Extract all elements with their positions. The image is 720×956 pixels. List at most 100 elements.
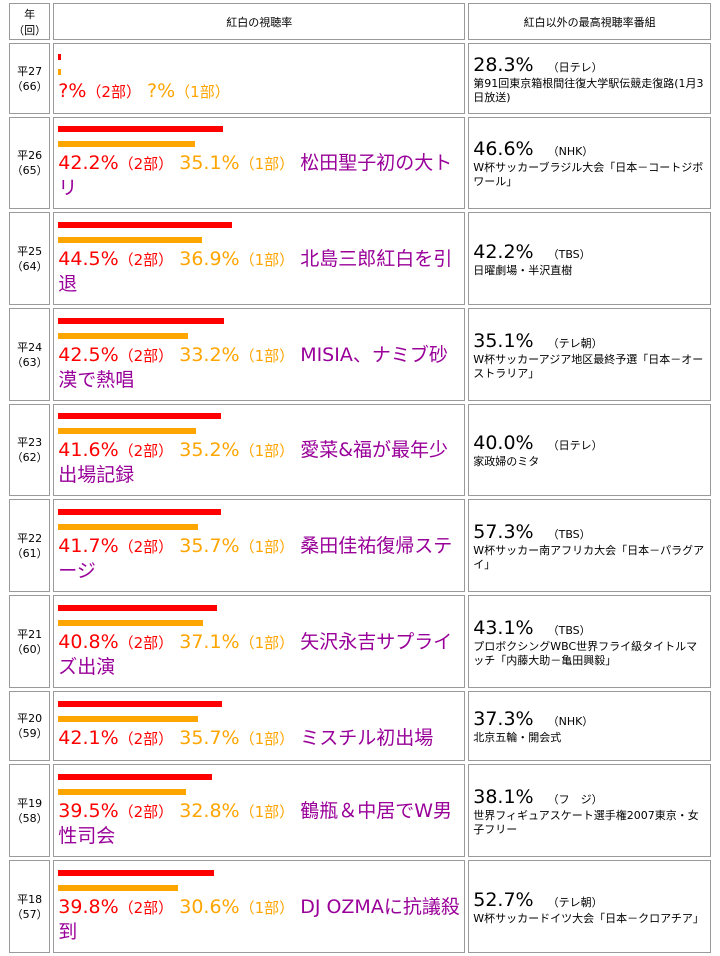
year-label: 平22 xyxy=(17,531,43,545)
other-program: 世界フィギュアスケート選手権2007東京・女子フリー xyxy=(473,808,699,836)
kohaku-note: 桑田佳祐復帰ステージ xyxy=(58,534,453,582)
kohaku-note: 北島三郎紅白を引退 xyxy=(58,247,453,295)
part2-rate: 42.1% xyxy=(58,727,119,749)
other-program: W杯サッカーアジア地区最終予選「日本－オーストラリア」 xyxy=(473,352,704,380)
other-rate: 46.6% xyxy=(473,138,534,160)
part2-label: （2部） xyxy=(118,730,174,748)
edition-label: （57） xyxy=(11,907,48,921)
year-label: 平20 xyxy=(17,712,43,725)
kohaku-cell: ?%（2部） ?%（1部） xyxy=(53,43,466,114)
part2-rate: 39.8% xyxy=(58,895,119,918)
other-program-cell: 46.6% （NHK） W杯サッカーブラジル大会「日本－コートジボワール」 xyxy=(468,117,711,209)
table-row: 平24 （63） 42.5%（2部） 33.2%（1部） MISIA、ナミブ砂漠… xyxy=(9,308,711,401)
kohaku-cell: 44.5%（2部） 36.9%（1部） 北島三郎紅白を引退 xyxy=(53,212,466,305)
part1-label: （1部） xyxy=(239,802,295,821)
year-label: 平26 xyxy=(17,149,43,162)
other-program: W杯サッカードイツ大会「日本－クロアチア」 xyxy=(473,911,704,925)
edition-label: （59） xyxy=(11,727,48,740)
header-year: 年 （回） xyxy=(9,3,51,40)
part1-label: （1部） xyxy=(239,730,295,748)
year-cell: 平24 （63） xyxy=(9,308,51,401)
kohaku-cell: 41.6%（2部） 35.2%（1部） 愛菜&福が最年少出場記録 xyxy=(53,404,466,496)
other-program-cell: 37.3% （NHK） 北京五輪・開会式 xyxy=(468,691,711,761)
other-channel: （NHK） xyxy=(547,715,594,728)
other-channel: （TBS） xyxy=(547,247,591,261)
other-rate: 52.7% xyxy=(473,888,534,911)
kohaku-note: DJ OZMAに抗議殺到 xyxy=(58,895,460,943)
year-label: 平25 xyxy=(17,244,43,258)
part1-bar xyxy=(58,788,187,795)
other-rate: 35.1% xyxy=(473,329,534,352)
kohaku-rate-line: 39.5%（2部） 32.8%（1部） 鶴瓶＆中居でW男性司会 xyxy=(58,799,460,848)
part1-label: （1部） xyxy=(239,633,295,652)
other-rate: 43.1% xyxy=(473,616,534,639)
year-label: 平21 xyxy=(17,627,43,641)
other-program: W杯サッカーブラジル大会「日本－コートジボワール」 xyxy=(473,161,704,188)
table-row: 平27 （66） ?%（2部） ?%（1部） 28.3% （日テレ） 第91回東京… xyxy=(9,43,711,114)
part2-bar xyxy=(58,126,223,132)
year-cell: 平19 （58） xyxy=(9,764,51,857)
year-label: 平19 xyxy=(17,796,43,810)
part2-label: （2部） xyxy=(118,346,174,365)
part2-bar xyxy=(58,221,232,228)
part2-bar xyxy=(58,773,213,780)
table-row: 平26 （65） 42.2%（2部） 35.1%（1部） 松田聖子初の大トリ 4… xyxy=(9,117,711,209)
year-cell: 平21 （60） xyxy=(9,595,51,688)
part1-bar xyxy=(58,884,178,891)
part1-rate: 32.8% xyxy=(179,799,240,822)
year-label: 平27 xyxy=(17,64,43,78)
other-program-cell: 35.1% （テレ朝） W杯サッカーアジア地区最終予選「日本－オーストラリア」 xyxy=(468,308,711,401)
part1-label: （1部） xyxy=(239,250,295,269)
edition-label: （64） xyxy=(11,259,48,273)
kohaku-cell: 42.2%（2部） 35.1%（1部） 松田聖子初の大トリ xyxy=(53,117,466,209)
kohaku-cell: 41.7%（2部） 35.7%（1部） 桑田佳祐復帰ステージ xyxy=(53,499,466,592)
part2-rate: 42.2% xyxy=(58,152,119,174)
part1-label: （1部） xyxy=(239,442,295,460)
other-program-cell: 43.1% （TBS） プロボクシングWBC世界フライ級タイトルマッチ「内藤大助－… xyxy=(468,595,711,688)
part2-label: （2部） xyxy=(118,442,174,460)
edition-label: （61） xyxy=(11,546,48,560)
part1-bar xyxy=(58,332,188,339)
part2-label: （2部） xyxy=(118,633,174,652)
year-cell: 平22 （61） xyxy=(9,499,51,592)
other-program-cell: 57.3% （TBS） W杯サッカー南アフリカ大会「日本－パラグアイ」 xyxy=(468,499,711,592)
kohaku-rate-line: 41.6%（2部） 35.2%（1部） 愛菜&福が最年少出場記録 xyxy=(58,438,460,487)
other-program-cell: 52.7% （テレ朝） W杯サッカードイツ大会「日本－クロアチア」 xyxy=(468,860,711,953)
part2-rate: 39.5% xyxy=(58,799,119,822)
part2-bar xyxy=(58,53,62,60)
part2-label: （2部） xyxy=(118,250,174,269)
other-program-cell: 40.0% （日テレ） 家政婦のミタ xyxy=(468,404,711,496)
part2-bar xyxy=(58,869,214,876)
part2-bar xyxy=(58,317,225,324)
part1-rate: 35.7% xyxy=(179,727,240,749)
part2-rate: 41.6% xyxy=(58,439,119,461)
other-program: 北京五輪・開会式 xyxy=(473,731,562,744)
part2-bar xyxy=(58,413,221,419)
part2-bar xyxy=(58,701,223,707)
part1-bar xyxy=(58,68,62,75)
table-row: 平25 （64） 44.5%（2部） 36.9%（1部） 北島三郎紅白を引退 4… xyxy=(9,212,711,305)
header-row: 年 （回） 紅白の視聴率 紅白以外の最高視聴率番組 xyxy=(9,3,711,40)
part2-rate: 42.5% xyxy=(58,343,119,366)
part1-label: （1部） xyxy=(239,346,295,365)
part2-label: （2部） xyxy=(118,537,174,556)
part1-rate: 33.2% xyxy=(179,343,240,366)
table-row: 平21 （60） 40.8%（2部） 37.1%（1部） 矢沢永吉サプライズ出演… xyxy=(9,595,711,688)
edition-label: （65） xyxy=(11,164,48,177)
other-channel: （テレ朝） xyxy=(547,336,603,350)
year-cell: 平27 （66） xyxy=(9,43,51,114)
kohaku-rate-line: 40.8%（2部） 37.1%（1部） 矢沢永吉サプライズ出演 xyxy=(58,630,460,679)
table-row: 平19 （58） 39.5%（2部） 32.8%（1部） 鶴瓶＆中居でW男性司会… xyxy=(9,764,711,857)
kohaku-rate-line: 44.5%（2部） 36.9%（1部） 北島三郎紅白を引退 xyxy=(58,247,460,296)
other-program-cell: 42.2% （TBS） 日曜劇場・半沢直樹 xyxy=(468,212,711,305)
part2-bar xyxy=(58,604,218,611)
header-other: 紅白以外の最高視聴率番組 xyxy=(468,3,711,40)
other-program-cell: 38.1% （フ ジ） 世界フィギュアスケート選手権2007東京・女子フリー xyxy=(468,764,711,857)
part2-rate: 40.8% xyxy=(58,630,119,653)
part1-rate: 35.7% xyxy=(179,534,240,557)
part2-rate: 41.7% xyxy=(58,534,119,557)
other-rate: 40.0% xyxy=(473,432,534,454)
table-row: 平22 （61） 41.7%（2部） 35.7%（1部） 桑田佳祐復帰ステージ … xyxy=(9,499,711,592)
part1-bar xyxy=(58,428,196,434)
other-rate: 38.1% xyxy=(473,785,534,808)
